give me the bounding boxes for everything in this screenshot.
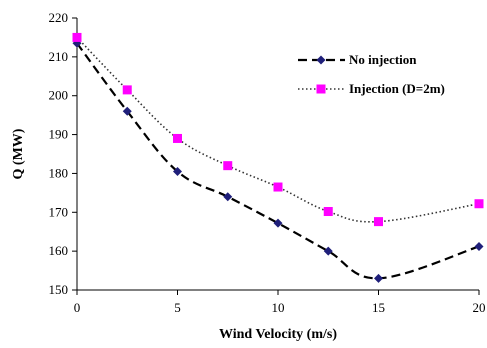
data-point-square <box>323 207 333 217</box>
y-tick-label: 150 <box>49 282 69 297</box>
y-tick-label: 210 <box>49 49 69 64</box>
data-point-diamond <box>474 241 484 251</box>
legend-marker <box>316 84 326 94</box>
x-tick-label: 5 <box>174 300 181 315</box>
y-tick-label: 160 <box>49 243 69 258</box>
data-point-square <box>122 85 132 95</box>
x-axis-ticks: 0 5 10 15 20 <box>74 290 486 315</box>
data-point-diamond <box>374 273 383 283</box>
x-tick-label: 10 <box>272 300 285 315</box>
data-point-square <box>474 199 484 209</box>
x-tick-label: 0 <box>74 300 81 315</box>
series-line <box>76 42 480 280</box>
series-1 <box>72 38 484 283</box>
legend-label: No injection <box>349 52 417 67</box>
series-layer <box>72 32 484 283</box>
x-tick-label: 20 <box>473 300 486 315</box>
y-tick-label: 220 <box>49 10 69 25</box>
legend: No injection Injection (D=2m) <box>298 52 445 96</box>
axes <box>76 18 479 291</box>
legend-marker <box>316 55 326 65</box>
x-tick-label: 15 <box>372 300 385 315</box>
y-tick-label: 180 <box>49 165 69 180</box>
y-tick-label: 200 <box>49 88 69 103</box>
series-line <box>76 36 480 223</box>
y-axis-ticks: 150 160 170 180 190 200 210 220 <box>49 10 77 297</box>
legend-item-1: No injection <box>298 52 417 67</box>
data-point-square <box>223 161 233 171</box>
data-point-diamond <box>273 218 283 228</box>
data-point-diamond <box>173 166 182 176</box>
y-tick-label: 170 <box>49 204 69 219</box>
data-point-square <box>173 133 182 143</box>
legend-label: Injection (D=2m) <box>349 81 445 96</box>
series-2 <box>72 32 484 227</box>
data-point-diamond <box>122 106 132 116</box>
data-point-square <box>374 217 383 227</box>
data-point-square <box>72 32 82 42</box>
legend-item-2: Injection (D=2m) <box>298 81 445 96</box>
y-axis-label: Q (MW) <box>11 128 26 179</box>
data-point-diamond <box>323 246 333 256</box>
y-tick-label: 190 <box>49 127 69 142</box>
data-point-diamond <box>223 192 233 202</box>
data-point-square <box>273 182 283 192</box>
x-axis-label: Wind Velocity (m/s) <box>219 327 337 342</box>
